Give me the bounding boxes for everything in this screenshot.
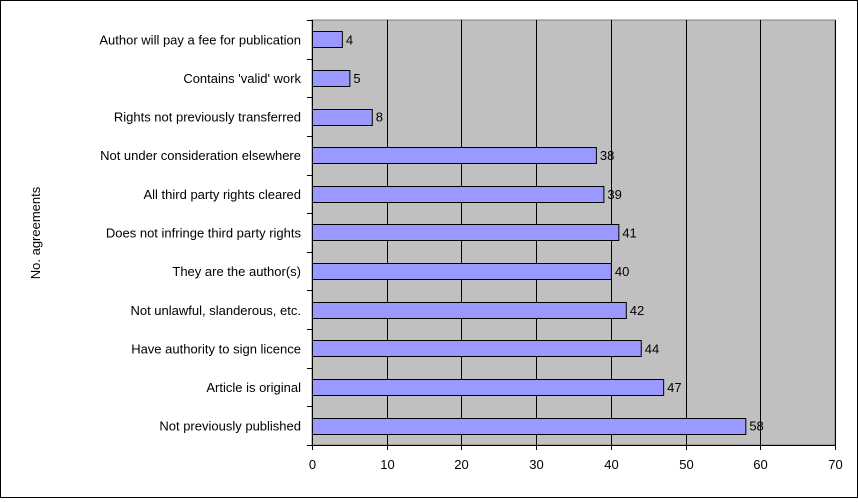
bar xyxy=(312,224,620,241)
x-axis-ticks: 0 10 20 30 40 50 60 70 xyxy=(309,445,843,472)
x-tick-label: 70 xyxy=(828,457,842,472)
value-label: 4 xyxy=(346,32,353,47)
bar xyxy=(312,70,351,87)
category-label: Not previously published xyxy=(159,419,301,434)
value-label: 47 xyxy=(667,380,681,395)
category-labels: Author will pay a fee for publication Con… xyxy=(99,20,312,446)
value-label: 44 xyxy=(645,341,659,356)
category-label: Rights not previously transferred xyxy=(114,110,301,125)
category-label: They are the author(s) xyxy=(172,264,301,279)
value-label: 40 xyxy=(615,264,629,279)
category-label: Not unlawful, slanderous, etc. xyxy=(130,303,301,318)
bar xyxy=(312,302,627,319)
x-tick-label: 30 xyxy=(529,457,543,472)
x-tick-label: 60 xyxy=(753,457,767,472)
y-axis-title: No. agreements xyxy=(28,186,43,279)
bar xyxy=(312,263,612,280)
gridlines xyxy=(387,20,836,445)
category-label: Article is original xyxy=(206,380,301,395)
value-label: 5 xyxy=(353,71,360,86)
value-label: 42 xyxy=(630,303,644,318)
bar xyxy=(312,109,373,126)
category-label: Does not infringe third party rights xyxy=(106,226,302,241)
bar xyxy=(312,379,665,396)
value-label: 41 xyxy=(622,226,636,241)
bar xyxy=(312,340,642,357)
bars xyxy=(312,31,747,435)
bar xyxy=(312,147,597,164)
bar xyxy=(312,31,343,48)
value-label: 58 xyxy=(749,419,763,434)
x-tick-label: 40 xyxy=(604,457,618,472)
category-label: Not under consideration elsewhere xyxy=(100,148,301,163)
value-label: 8 xyxy=(376,110,383,125)
x-tick-label: 0 xyxy=(309,457,316,472)
x-tick-label: 20 xyxy=(454,457,468,472)
value-label: 38 xyxy=(600,148,614,163)
category-label: Contains 'valid' work xyxy=(183,71,301,86)
x-tick-label: 50 xyxy=(679,457,693,472)
value-label: 39 xyxy=(607,187,621,202)
bar xyxy=(312,186,605,203)
bar xyxy=(312,418,747,435)
category-label: Have authority to sign licence xyxy=(131,341,301,356)
category-label: All third party rights cleared xyxy=(143,187,301,202)
category-label: Author will pay a fee for publication xyxy=(99,32,301,47)
x-tick-label: 10 xyxy=(380,457,394,472)
